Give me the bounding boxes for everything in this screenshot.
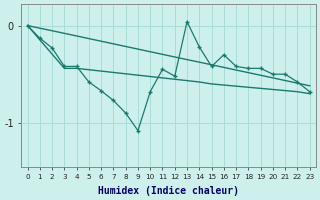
X-axis label: Humidex (Indice chaleur): Humidex (Indice chaleur) <box>98 186 239 196</box>
